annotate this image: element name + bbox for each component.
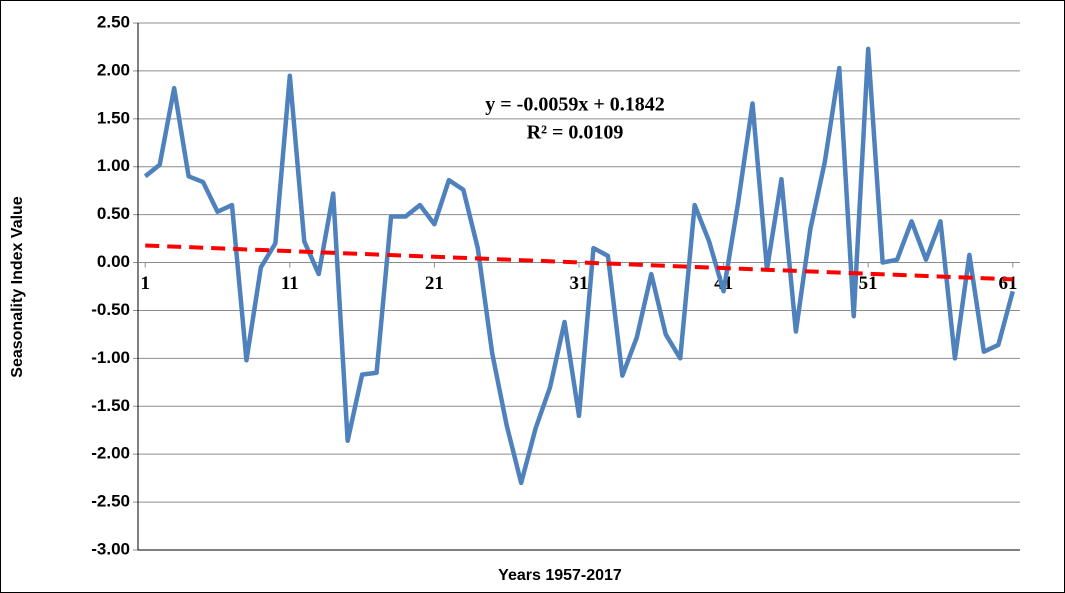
trend-line bbox=[145, 243, 1013, 282]
y-tick-label: 1.00 bbox=[97, 156, 130, 175]
y-tick-label: -0.50 bbox=[91, 300, 130, 319]
y-tick-label: -2.50 bbox=[91, 492, 130, 511]
x-tick-label: 31 bbox=[570, 273, 589, 294]
y-tick-label: -1.50 bbox=[91, 396, 130, 415]
y-tick-label: 2.50 bbox=[97, 12, 130, 31]
trend-equation: y = -0.0059x + 0.1842 bbox=[485, 94, 664, 116]
y-tick-label: -1.00 bbox=[91, 348, 130, 367]
y-axis-title: Seasonality Index Value bbox=[9, 196, 26, 378]
x-tick-label: 1 bbox=[140, 273, 150, 294]
trend-r-squared: R² = 0.0109 bbox=[527, 122, 624, 144]
data-line bbox=[143, 46, 1015, 486]
y-tick-label: -3.00 bbox=[91, 539, 130, 558]
y-tick-label: 1.50 bbox=[97, 108, 130, 127]
x-tick-label: 61 bbox=[999, 273, 1018, 294]
x-tick-label: 21 bbox=[425, 273, 444, 294]
y-tick-label: -2.00 bbox=[91, 444, 130, 463]
x-tick-label: 51 bbox=[859, 273, 878, 294]
x-tick-label: 11 bbox=[281, 273, 299, 294]
x-axis-title: Years 1957-2017 bbox=[498, 567, 622, 584]
y-tick-label: 2.00 bbox=[97, 60, 130, 79]
y-tick-label: 0.50 bbox=[97, 204, 130, 223]
y-tick-label: 0.00 bbox=[97, 252, 130, 271]
